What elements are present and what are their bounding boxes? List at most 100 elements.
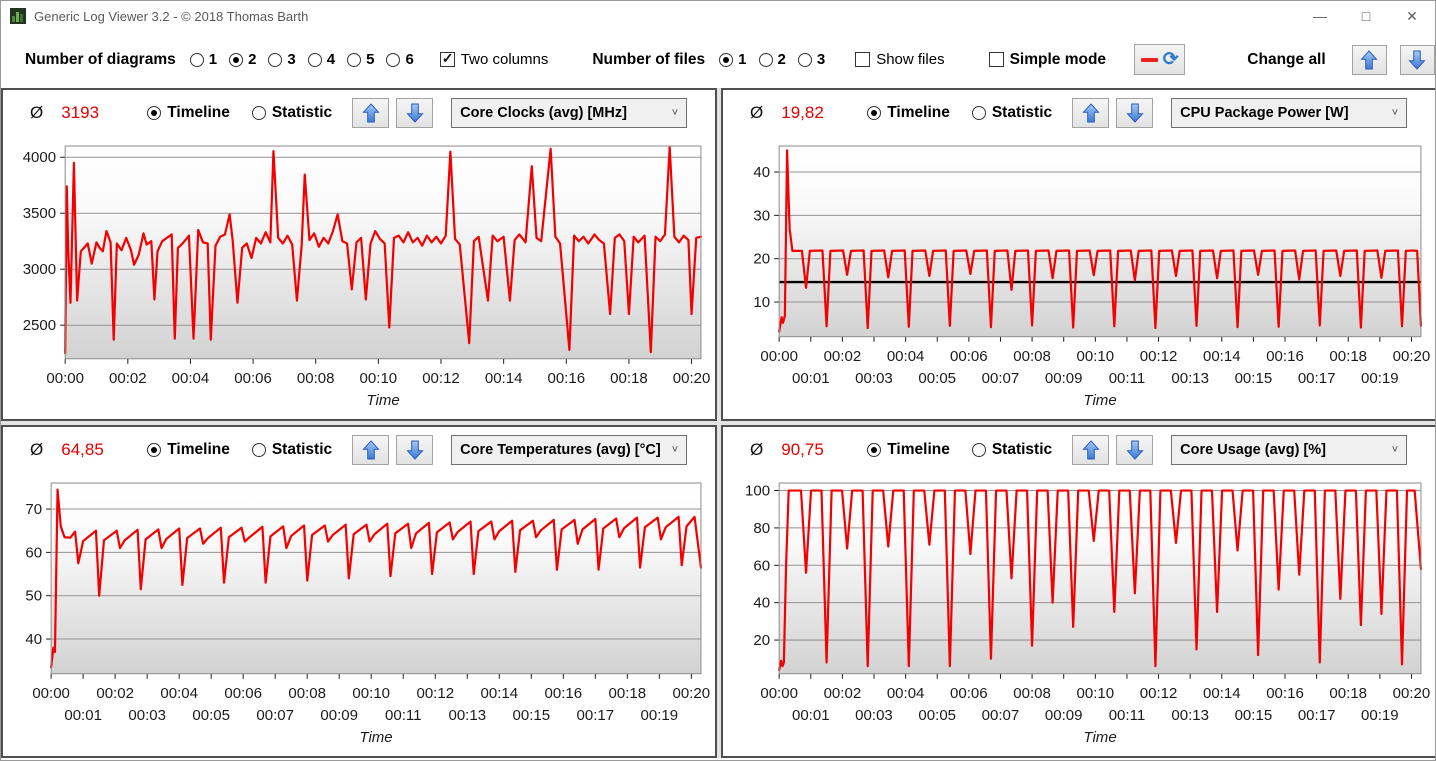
minimize-button[interactable]: — — [1313, 8, 1327, 24]
metric-dropdown[interactable]: CPU Package Power [W] ˅ — [1171, 98, 1408, 128]
diagram-count-radio-3[interactable]: 3 — [268, 51, 296, 68]
move-down-button[interactable] — [396, 98, 434, 128]
change-all-down-button[interactable] — [1399, 44, 1435, 75]
svg-text:00:11: 00:11 — [385, 707, 421, 724]
svg-text:00:07: 00:07 — [982, 707, 1020, 724]
svg-text:00:19: 00:19 — [1361, 707, 1399, 724]
timeline-chart[interactable]: 40 50 60 70 00:00 00:02 00:04 00:06 00:08 00:10 00… — [3, 473, 715, 756]
statistic-radio[interactable]: Statistic — [251, 441, 332, 459]
metric-dropdown[interactable]: Core Temperatures (avg) [°C] ˅ — [451, 435, 688, 465]
svg-text:Time: Time — [1083, 392, 1116, 409]
move-down-button[interactable] — [1116, 98, 1154, 128]
svg-text:00:11: 00:11 — [1109, 707, 1145, 724]
svg-text:00:16: 00:16 — [547, 370, 585, 387]
timeline-radio[interactable]: Timeline — [147, 104, 230, 122]
file-count-radio-3[interactable]: 3 — [797, 51, 825, 68]
diagram-count-radio-6[interactable]: 6 — [386, 51, 414, 68]
svg-text:00:06: 00:06 — [950, 348, 988, 365]
close-button[interactable]: ✕ — [1406, 7, 1418, 24]
chevron-down-icon: ˅ — [1391, 107, 1399, 119]
svg-text:00:10: 00:10 — [360, 370, 398, 387]
svg-text:00:09: 00:09 — [1045, 370, 1083, 387]
move-up-button[interactable] — [352, 435, 390, 465]
panel-header: Ø 90,75 Timeline Statistic Core Usage (a… — [723, 427, 1435, 473]
metric-dropdown[interactable]: Core Usage (avg) [%] ˅ — [1171, 435, 1408, 465]
diagram-count-radio-1[interactable]: 1 — [189, 51, 217, 68]
timeline-chart[interactable]: 10 20 30 40 00:00 00:02 00:04 00:06 00:08 00:10 00… — [723, 136, 1435, 419]
svg-text:00:20: 00:20 — [1393, 348, 1431, 365]
diagram-panel-core-temperatures: Ø 64,85 Timeline Statistic Core Temperat… — [1, 425, 717, 758]
svg-text:00:07: 00:07 — [982, 370, 1020, 387]
maximize-button[interactable]: □ — [1361, 8, 1371, 24]
radio-icon — [386, 52, 401, 67]
two-columns-checkbox[interactable]: Two columns — [439, 50, 548, 68]
line-color-refresh-button[interactable]: ⟳ — [1134, 44, 1186, 75]
timeline-chart[interactable]: 20 40 60 80 100 00:00 00:02 00:04 00:06 00:08 00:1… — [723, 473, 1435, 756]
timeline-radio[interactable]: Timeline — [147, 441, 230, 459]
refresh-icon: ⟳ — [1162, 49, 1179, 70]
show-files-checkbox[interactable]: Show files — [855, 51, 945, 68]
timeline-chart[interactable]: 2500 3000 3500 4000 00:00 00:02 00:04 00:06 00:0… — [3, 136, 715, 419]
svg-text:60: 60 — [753, 557, 770, 574]
statistic-radio[interactable]: Statistic — [971, 441, 1052, 459]
chart-area: 2500 3000 3500 4000 00:00 00:02 00:04 00:06 00:0… — [3, 136, 715, 419]
change-all-up-button[interactable] — [1351, 44, 1387, 75]
radio-icon — [147, 443, 162, 457]
svg-text:00:04: 00:04 — [887, 685, 925, 702]
svg-text:Time: Time — [359, 729, 392, 746]
move-up-button[interactable] — [1072, 435, 1110, 465]
svg-text:40: 40 — [753, 595, 770, 612]
svg-text:00:10: 00:10 — [1077, 348, 1115, 365]
chart-area: 10 20 30 40 00:00 00:02 00:04 00:06 00:08 00:10 00… — [723, 136, 1435, 419]
svg-text:00:04: 00:04 — [160, 685, 198, 702]
svg-text:00:01: 00:01 — [792, 370, 830, 387]
svg-text:10: 10 — [753, 294, 770, 311]
chevron-down-icon: ˅ — [671, 107, 679, 119]
svg-text:00:16: 00:16 — [1266, 348, 1304, 365]
window-title: Generic Log Viewer 3.2 - © 2018 Thomas B… — [34, 8, 309, 24]
move-down-button[interactable] — [1116, 435, 1154, 465]
change-all-label: Change all — [1247, 50, 1326, 68]
title-bar: Generic Log Viewer 3.2 - © 2018 Thomas B… — [1, 1, 1435, 31]
statistic-radio[interactable]: Statistic — [251, 104, 332, 122]
svg-text:00:09: 00:09 — [1045, 707, 1083, 724]
svg-text:00:09: 00:09 — [320, 707, 358, 724]
move-up-button[interactable] — [1072, 98, 1110, 128]
svg-text:00:10: 00:10 — [1077, 685, 1115, 702]
checkbox-icon — [855, 52, 871, 67]
arrow-up-icon — [362, 103, 380, 123]
diagram-count-radio-5[interactable]: 5 — [347, 51, 374, 68]
move-up-button[interactable] — [352, 98, 390, 128]
svg-text:00:08: 00:08 — [297, 370, 335, 387]
svg-text:00:18: 00:18 — [1329, 685, 1367, 702]
timeline-radio[interactable]: Timeline — [867, 104, 950, 122]
file-count-radio-1[interactable]: 1 — [719, 51, 747, 68]
svg-text:00:13: 00:13 — [448, 707, 486, 724]
arrow-up-icon — [362, 440, 380, 460]
panel-header: Ø 3193 Timeline Statistic Core Clocks (a… — [3, 90, 715, 136]
svg-text:00:03: 00:03 — [855, 370, 893, 387]
simple-mode-checkbox[interactable]: Simple mode — [988, 51, 1106, 69]
move-down-button[interactable] — [396, 435, 434, 465]
svg-text:00:17: 00:17 — [577, 707, 615, 724]
svg-text:100: 100 — [745, 483, 770, 500]
svg-text:00:08: 00:08 — [1013, 685, 1051, 702]
svg-text:00:00: 00:00 — [760, 685, 798, 702]
svg-text:00:14: 00:14 — [1203, 348, 1241, 365]
svg-text:00:14: 00:14 — [480, 685, 518, 702]
average-symbol: Ø — [30, 440, 44, 459]
radio-icon — [229, 52, 244, 67]
svg-text:00:15: 00:15 — [1235, 370, 1273, 387]
metric-dropdown[interactable]: Core Clocks (avg) [MHz] ˅ — [451, 98, 688, 128]
radio-icon — [971, 106, 986, 120]
diagram-count-radio-4[interactable]: 4 — [307, 51, 335, 68]
svg-text:00:12: 00:12 — [416, 685, 454, 702]
file-count-radio-2[interactable]: 2 — [758, 51, 786, 68]
statistic-radio[interactable]: Statistic — [971, 104, 1052, 122]
radio-icon — [719, 52, 734, 67]
timeline-radio[interactable]: Timeline — [867, 441, 950, 459]
svg-text:00:16: 00:16 — [545, 685, 583, 702]
diagram-count-radio-2[interactable]: 2 — [229, 51, 256, 68]
svg-text:00:08: 00:08 — [288, 685, 326, 702]
diagram-panel-core-usage: Ø 90,75 Timeline Statistic Core Usage (a… — [721, 425, 1435, 758]
